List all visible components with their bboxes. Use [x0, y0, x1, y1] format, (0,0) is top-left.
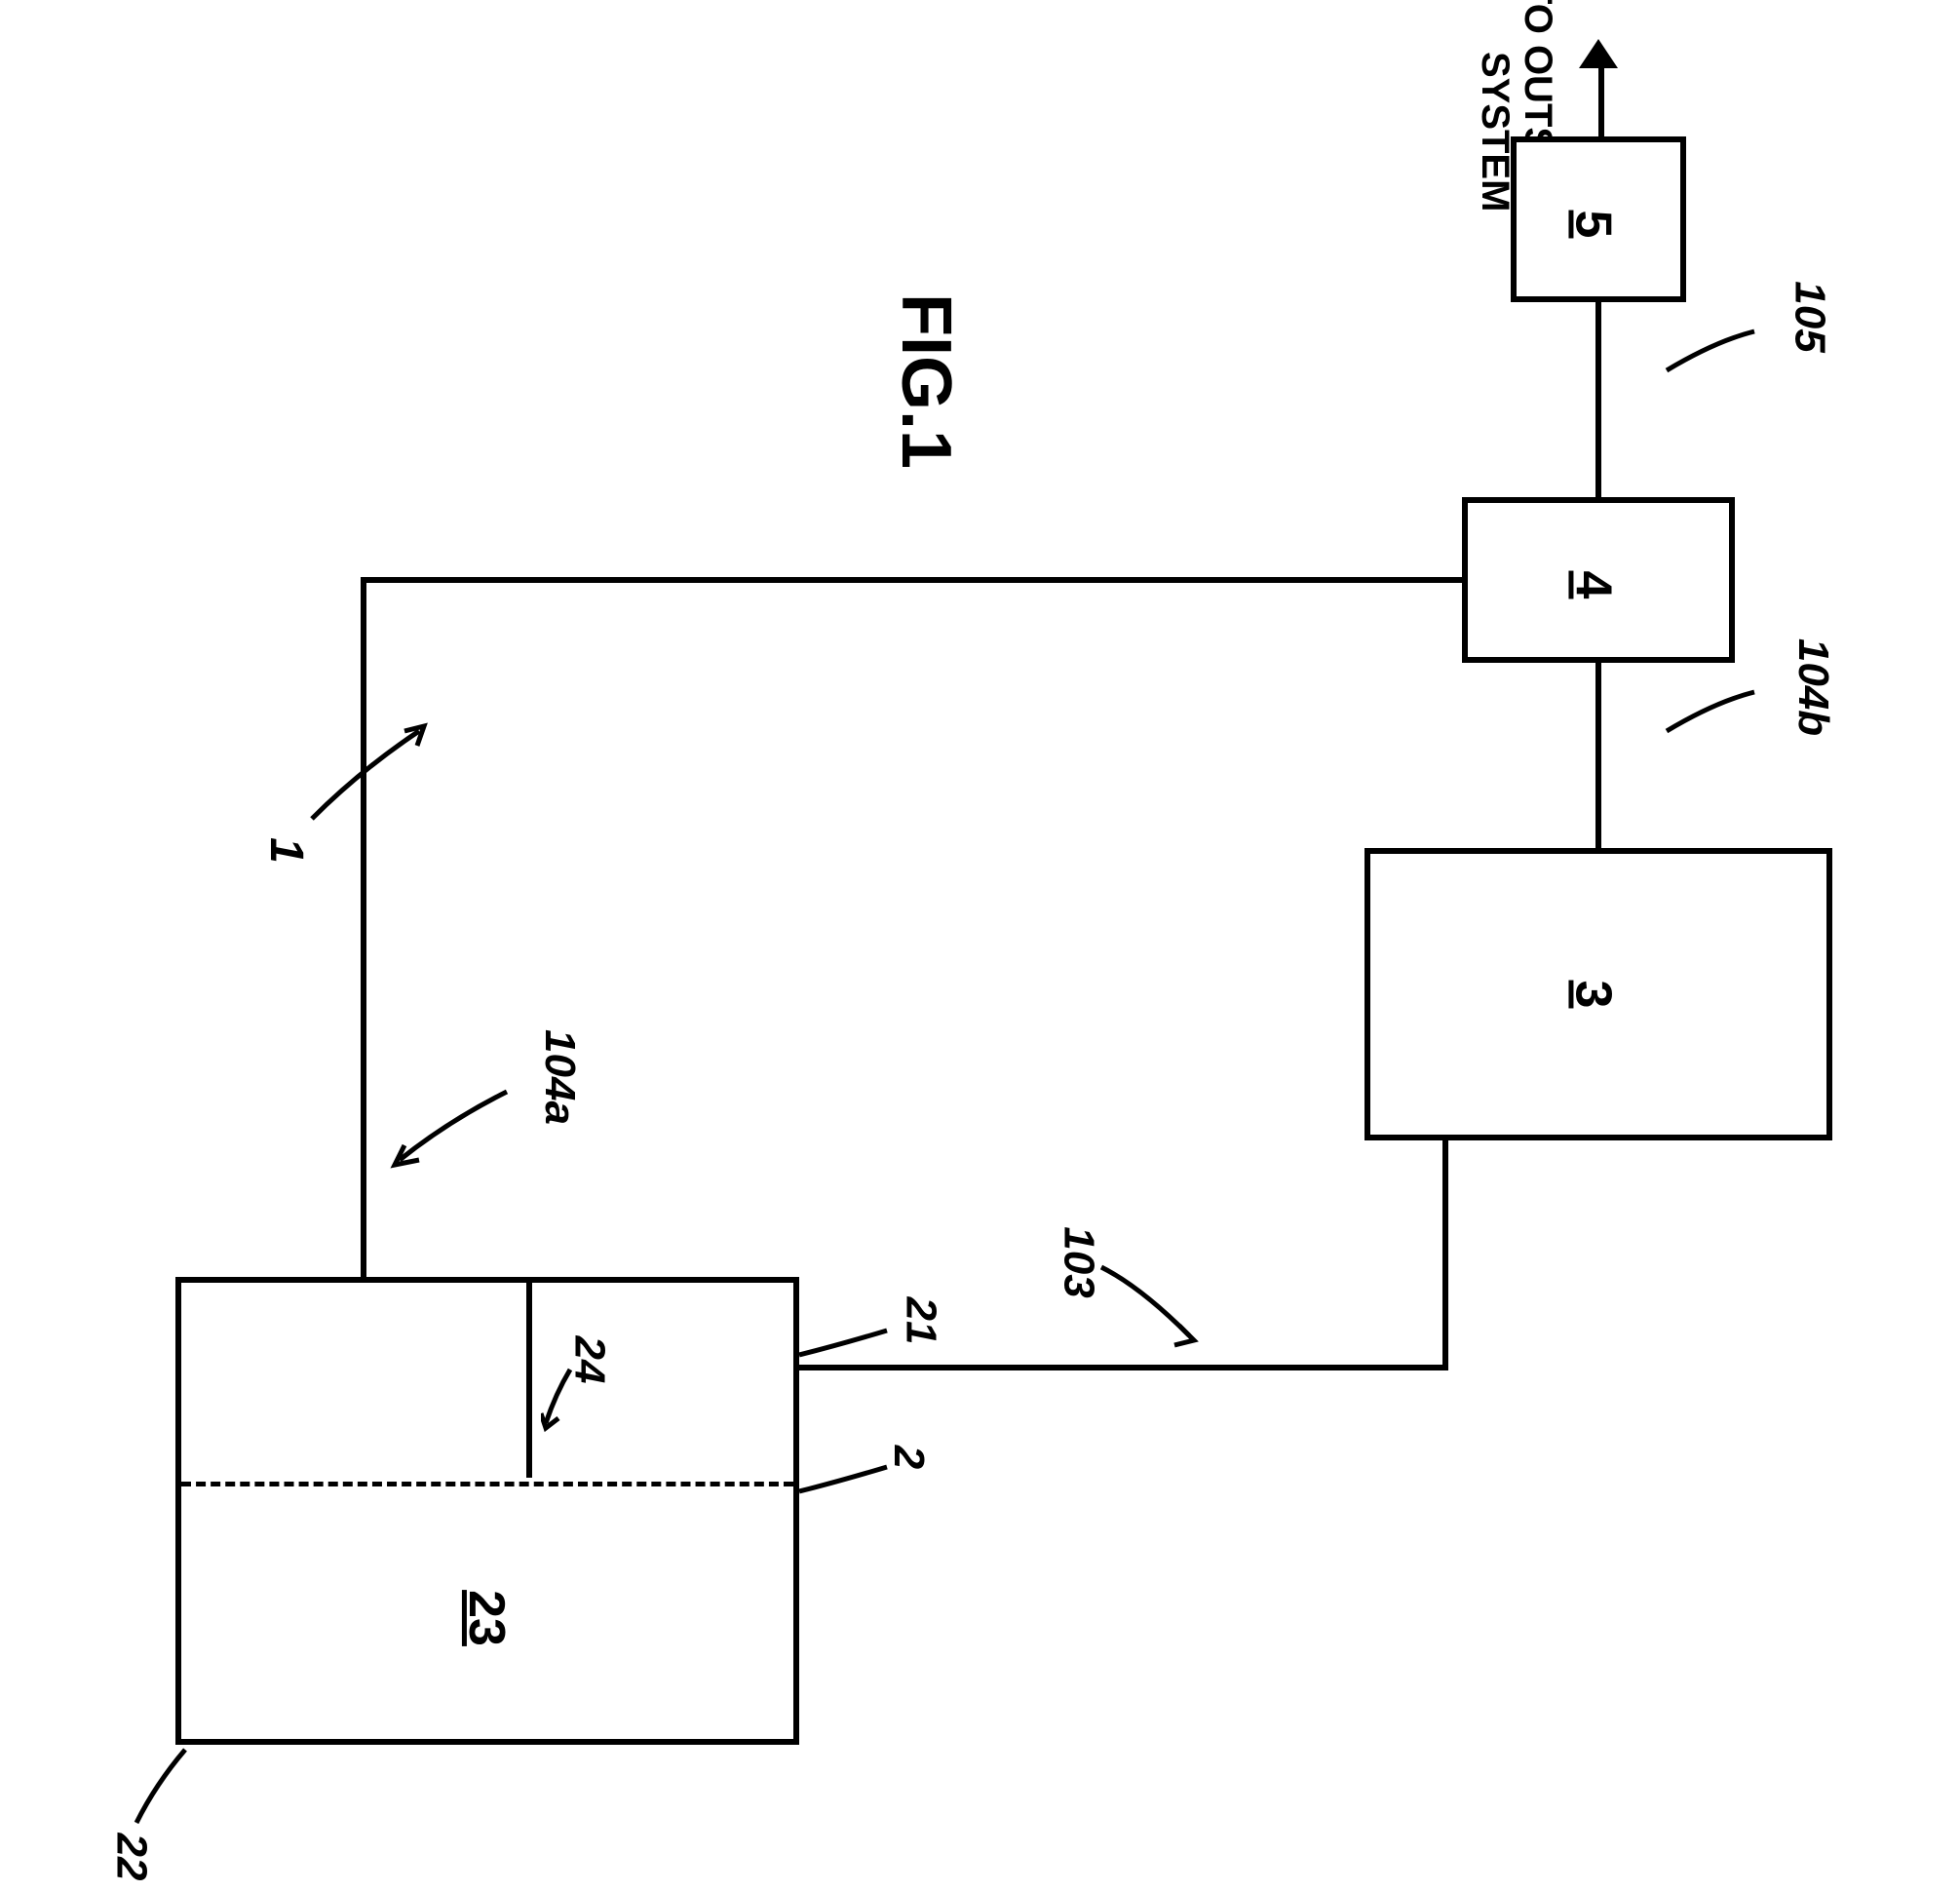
- line-103-v: [1442, 1140, 1448, 1365]
- dashed-line-box2: [181, 1482, 793, 1486]
- ref-1-arrow: [302, 721, 439, 838]
- ref-21-label: 21: [896, 1297, 944, 1345]
- box-2: [175, 1277, 799, 1745]
- box-5-label: 5: [1563, 211, 1622, 239]
- ref-105-label: 105: [1786, 281, 1834, 352]
- ref-103-arrow: [1092, 1257, 1209, 1355]
- block-diagram: FIG.1 TO OUTSIDE OF SYSTEM 5 105 4 104b …: [0, 0, 1960, 1891]
- line-104a-h1: [361, 577, 1462, 583]
- ref-22-arrow: [127, 1745, 205, 1833]
- ref-21-arrow: [799, 1326, 897, 1384]
- ref-103-label: 103: [1055, 1226, 1103, 1297]
- arrow-outside: [1579, 39, 1618, 68]
- line-105: [1595, 302, 1601, 497]
- ref-104a-label: 104a: [535, 1029, 584, 1125]
- ref-104a-arrow: [390, 1082, 526, 1179]
- ref-104b-arrow: [1657, 682, 1774, 760]
- ref-22-label: 22: [106, 1833, 155, 1881]
- box2-23-label: 23: [457, 1590, 516, 1646]
- line-24: [526, 1283, 532, 1478]
- ref-2-label: 2: [884, 1446, 933, 1469]
- ref-1-label: 1: [259, 837, 313, 864]
- line-104a-v: [361, 577, 366, 1279]
- ref-24-arrow: [541, 1365, 599, 1443]
- figure-title: FIG.1: [886, 293, 966, 469]
- ref-105-arrow: [1657, 322, 1774, 400]
- line-outside: [1598, 58, 1604, 136]
- ref-104b-label: 104b: [1788, 638, 1837, 736]
- box-3-label: 3: [1563, 981, 1622, 1009]
- box-4-label: 4: [1563, 571, 1622, 599]
- line-104b: [1595, 663, 1601, 848]
- ref-2-arrow: [799, 1462, 897, 1521]
